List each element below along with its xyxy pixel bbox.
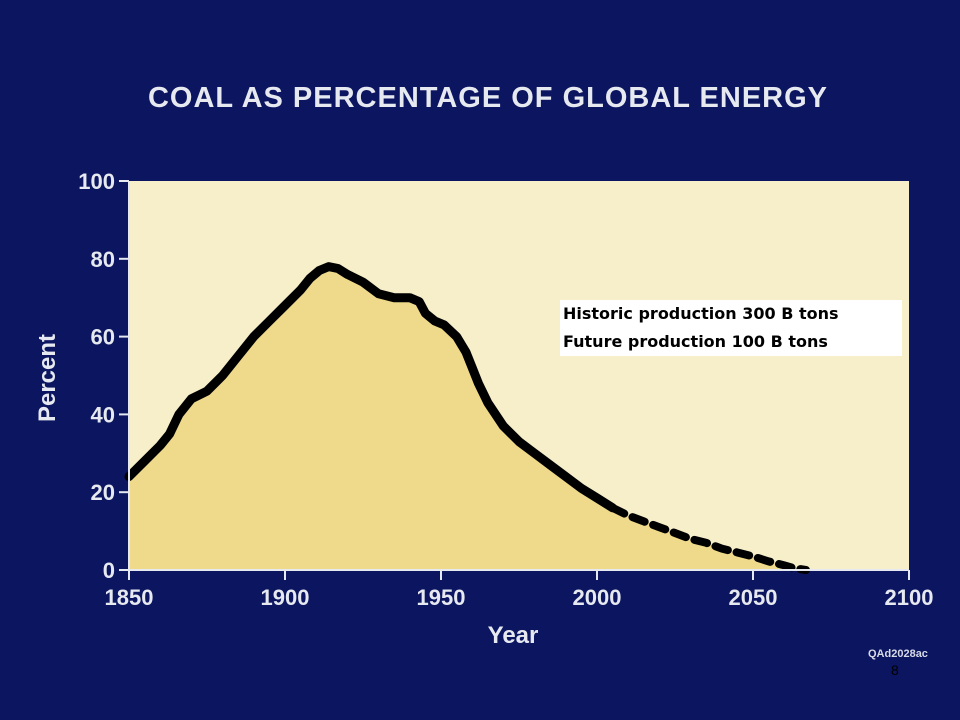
historic-production-annotation: Historic production 300 B tons [563, 304, 839, 323]
x-tick-label: 2050 [729, 585, 778, 610]
y-tick-label: 100 [78, 169, 115, 194]
y-tick-label: 80 [91, 247, 115, 272]
projected-series-line [608, 503, 810, 574]
y-tick-label: 40 [91, 402, 115, 427]
x-tick-label: 1950 [417, 585, 466, 610]
page-number: 8 [891, 662, 899, 678]
x-tick-label: 1900 [261, 585, 310, 610]
chart-title: COAL AS PERCENTAGE OF GLOBAL ENERGY [147, 82, 829, 114]
future-production-annotation: Future production 100 B tons [563, 332, 828, 351]
annotation-box: Historic production 300 B tons Future pr… [560, 300, 902, 356]
slide-code: QAd2028ac [868, 648, 928, 660]
y-axis-label: Percent [34, 334, 61, 422]
x-tick-label: 1850 [105, 585, 154, 610]
y-tick-label: 20 [91, 480, 115, 505]
x-tick-label: 2000 [573, 585, 622, 610]
x-axis-label: Year [488, 622, 539, 649]
y-tick-label: 0 [103, 558, 115, 583]
historic-series-line [124, 262, 618, 513]
area-fill [129, 266, 806, 570]
x-tick-label: 2100 [885, 585, 934, 610]
y-tick-label: 60 [91, 325, 115, 350]
